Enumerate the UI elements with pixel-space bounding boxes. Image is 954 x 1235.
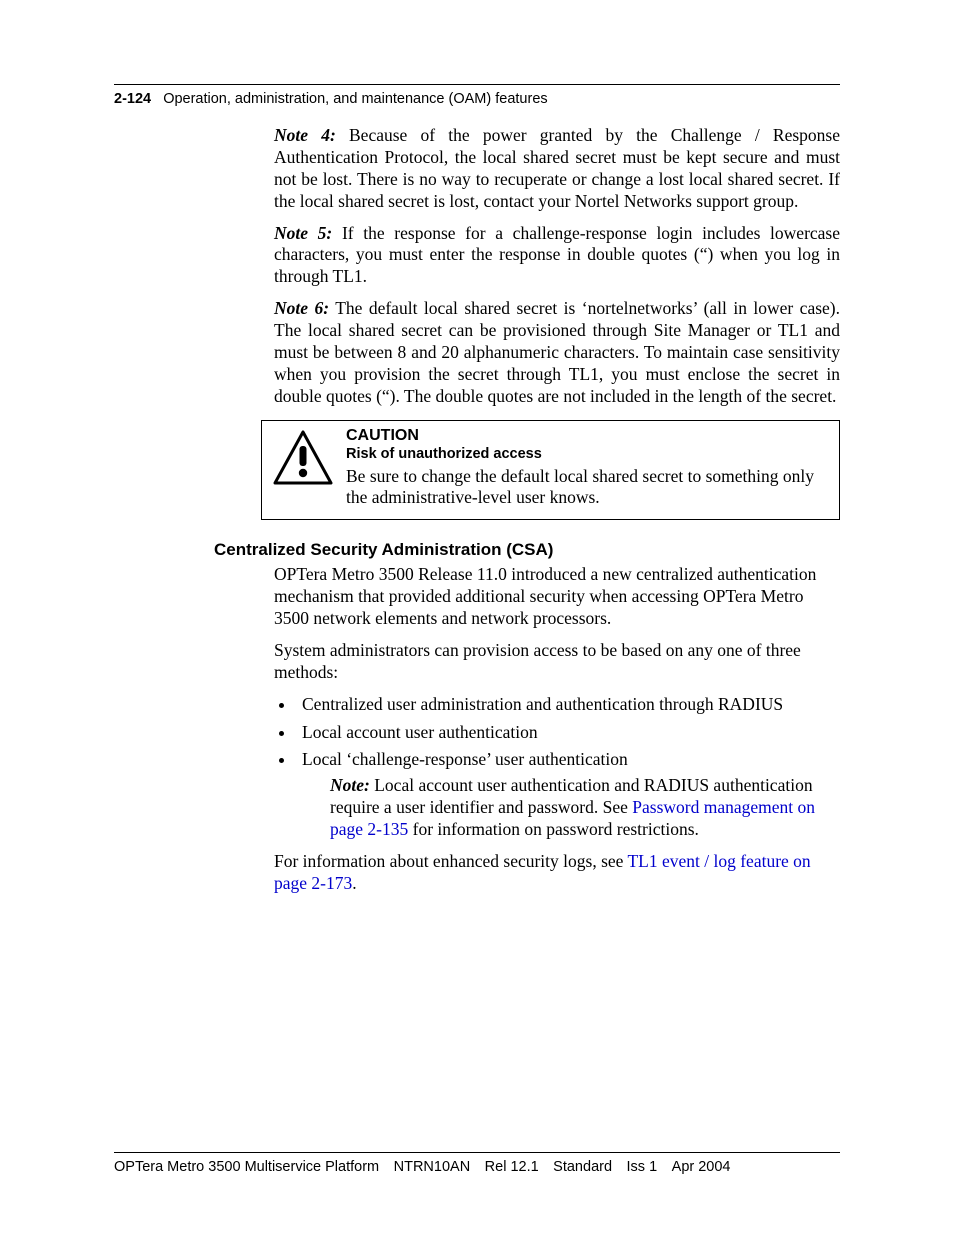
note-5: Note 5: If the response for a challenge-… bbox=[274, 223, 840, 289]
bullet-2-text: Local account user authentication bbox=[302, 722, 538, 742]
document-page: 2-124 Operation, administration, and mai… bbox=[0, 0, 954, 1235]
note-6-label: Note 6: bbox=[274, 298, 329, 318]
bullet-3-note: Note: Local account user authentication … bbox=[330, 775, 840, 841]
note-6-text: The default local shared secret is ‘nort… bbox=[274, 298, 840, 406]
caution-title: CAUTION bbox=[346, 427, 825, 445]
bullet-1-text: Centralized user administration and auth… bbox=[302, 694, 783, 714]
page-footer: OPTera Metro 3500 Multiservice Platform … bbox=[114, 1152, 840, 1175]
caution-box: CAUTION Risk of unauthorized access Be s… bbox=[261, 420, 840, 521]
caution-icon bbox=[272, 429, 334, 492]
bullet-3-note-post: for information on password restrictions… bbox=[408, 819, 699, 839]
note-4: Note 4: Because of the power granted by … bbox=[274, 125, 840, 213]
chapter-title bbox=[155, 91, 163, 107]
section-heading-csa: Centralized Security Administration (CSA… bbox=[214, 540, 840, 560]
notes-region: Note 4: Because of the power granted by … bbox=[274, 125, 840, 408]
caution-content: CAUTION Risk of unauthorized access Be s… bbox=[346, 427, 825, 510]
note-4-label: Note 4: bbox=[274, 125, 336, 145]
bullet-3-text: Local ‘challenge-response’ user authenti… bbox=[302, 749, 628, 769]
page-number: 2-124 bbox=[114, 91, 151, 107]
note-5-text: If the response for a challenge-response… bbox=[274, 223, 840, 287]
note-6: Note 6: The default local shared secret … bbox=[274, 298, 840, 407]
bullet-3-note-label: Note: bbox=[330, 775, 370, 795]
list-item: Local account user authentication bbox=[296, 722, 840, 744]
list-item: Local ‘challenge-response’ user authenti… bbox=[296, 749, 840, 841]
footer-rule bbox=[114, 1152, 840, 1153]
chapter-title-text: Operation, administration, and maintenan… bbox=[163, 91, 547, 107]
p3-pre: For information about enhanced security … bbox=[274, 851, 627, 871]
page-header: 2-124 Operation, administration, and mai… bbox=[114, 91, 840, 107]
footer-text: OPTera Metro 3500 Multiservice Platform … bbox=[114, 1159, 840, 1175]
csa-paragraph-3: For information about enhanced security … bbox=[274, 851, 840, 895]
csa-bullet-list: Centralized user administration and auth… bbox=[274, 694, 840, 841]
csa-paragraph-2: System administrators can provision acce… bbox=[274, 640, 840, 684]
note-4-text: Because of the power granted by the Chal… bbox=[274, 125, 840, 211]
list-item: Centralized user administration and auth… bbox=[296, 694, 840, 716]
caution-subtitle: Risk of unauthorized access bbox=[346, 446, 825, 462]
caution-body: Be sure to change the default local shar… bbox=[346, 466, 825, 510]
header-rule bbox=[114, 84, 840, 85]
csa-paragraph-1: OPTera Metro 3500 Release 11.0 introduce… bbox=[274, 564, 840, 630]
p3-post: . bbox=[352, 873, 356, 893]
note-5-label: Note 5: bbox=[274, 223, 332, 243]
